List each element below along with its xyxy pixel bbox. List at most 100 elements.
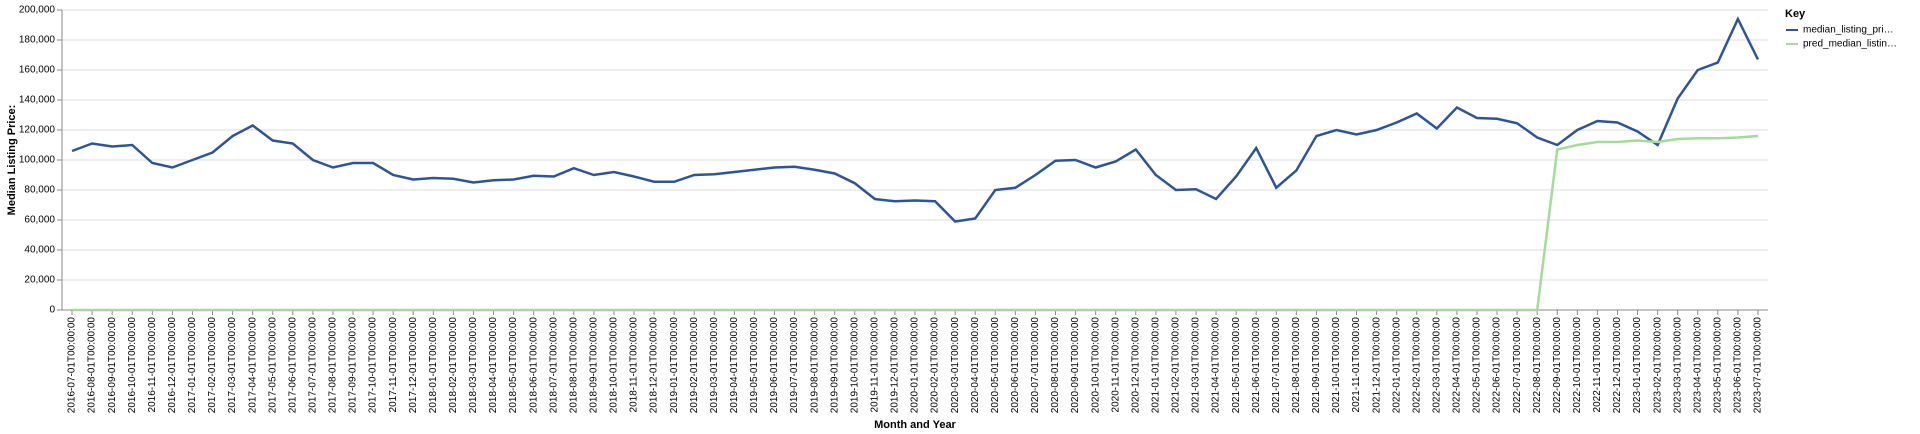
x-tick-label: 2017-10-01T00:00:00: [368, 317, 379, 414]
x-tick-label: 2017-03-01T00:00:00: [227, 317, 238, 414]
legend-title: Key: [1785, 8, 1806, 20]
x-tick-label: 2021-02-01T00:00:00: [1171, 317, 1182, 414]
x-tick-label: 2023-07-01T00:00:00: [1753, 317, 1764, 414]
x-tick-label: 2019-11-01T00:00:00: [869, 317, 880, 413]
x-tick-label: 2022-03-01T00:00:00: [1431, 317, 1442, 414]
x-tick-label: 2022-10-01T00:00:00: [1572, 317, 1583, 414]
x-tick-label: 2021-04-01T00:00:00: [1211, 317, 1222, 414]
series-line: [72, 134, 1759, 312]
x-tick-label: 2020-01-01T00:00:00: [910, 317, 921, 414]
x-tick-label: 2017-07-01T00:00:00: [308, 317, 319, 414]
x-tick-label: 2020-06-01T00:00:00: [1010, 317, 1021, 414]
x-tick-label: 2017-06-01T00:00:00: [287, 317, 298, 414]
x-tick-label: 2019-04-01T00:00:00: [729, 317, 740, 414]
x-tick-label: 2023-02-01T00:00:00: [1652, 317, 1663, 414]
x-tick-label: 2019-07-01T00:00:00: [789, 317, 800, 414]
x-tick-label: 2020-09-01T00:00:00: [1070, 317, 1081, 414]
legend-label: pred_median_listin…: [1803, 39, 1897, 50]
y-tick-label: 100,000: [19, 155, 56, 166]
x-tick-label: 2021-05-01T00:00:00: [1231, 317, 1242, 414]
x-tick-label: 2019-03-01T00:00:00: [709, 317, 720, 414]
x-tick-label: 2021-07-01T00:00:00: [1271, 317, 1282, 414]
x-tick-label: 2020-11-01T00:00:00: [1110, 317, 1121, 413]
x-tick-label: 2016-10-01T00:00:00: [127, 317, 138, 414]
y-tick-label: 0: [49, 305, 55, 316]
x-tick-label: 2018-08-01T00:00:00: [568, 317, 579, 414]
x-tick-label: 2016-09-01T00:00:00: [107, 317, 118, 414]
x-tick-label: 2022-09-01T00:00:00: [1552, 317, 1563, 414]
x-tick-label: 2021-09-01T00:00:00: [1311, 317, 1322, 414]
y-tick-label: 20,000: [24, 275, 55, 286]
x-tick-label: 2019-05-01T00:00:00: [749, 317, 760, 414]
x-tick-label: 2017-09-01T00:00:00: [348, 317, 359, 414]
x-tick-label: 2021-12-01T00:00:00: [1371, 317, 1382, 414]
y-tick-label: 160,000: [19, 65, 56, 76]
x-tick-label: 2019-09-01T00:00:00: [829, 317, 840, 414]
x-tick-label: 2022-02-01T00:00:00: [1411, 317, 1422, 414]
legend-label: median_listing_pri…: [1803, 25, 1894, 36]
x-tick-label: 2016-07-01T00:00:00: [67, 317, 78, 414]
x-tick-label: 2019-08-01T00:00:00: [809, 317, 820, 414]
x-tick-label: 2018-12-01T00:00:00: [649, 317, 660, 414]
x-tick-label: 2016-11-01T00:00:00: [147, 317, 158, 413]
x-tick-label: 2019-10-01T00:00:00: [849, 317, 860, 414]
x-tick-label: 2022-04-01T00:00:00: [1452, 317, 1463, 414]
x-tick-label: 2018-10-01T00:00:00: [609, 317, 620, 414]
x-tick-label: 2020-04-01T00:00:00: [970, 317, 981, 414]
x-tick-label: 2022-01-01T00:00:00: [1391, 317, 1402, 414]
x-tick-label: 2021-03-01T00:00:00: [1191, 317, 1202, 414]
x-tick-label: 2020-10-01T00:00:00: [1090, 317, 1101, 414]
x-tick-label: 2023-05-01T00:00:00: [1712, 317, 1723, 414]
x-tick-label: 2021-10-01T00:00:00: [1331, 317, 1342, 414]
y-tick-label: 120,000: [19, 125, 56, 136]
x-tick-label: 2018-05-01T00:00:00: [508, 317, 519, 414]
x-tick-label: 2022-12-01T00:00:00: [1612, 317, 1623, 414]
x-tick-label: 2018-06-01T00:00:00: [528, 317, 539, 414]
y-tick-label: 80,000: [24, 185, 55, 196]
x-tick-label: 2019-02-01T00:00:00: [689, 317, 700, 414]
x-tick-label: 2021-06-01T00:00:00: [1251, 317, 1262, 414]
x-tick-label: 2017-08-01T00:00:00: [328, 317, 339, 414]
x-tick-label: 2019-01-01T00:00:00: [669, 317, 680, 414]
x-tick-label: 2022-05-01T00:00:00: [1472, 317, 1483, 414]
x-tick-label: 2021-01-01T00:00:00: [1150, 317, 1161, 414]
x-tick-label: 2021-11-01T00:00:00: [1351, 317, 1362, 413]
y-axis-title: Median Listing Price:: [6, 105, 18, 216]
x-tick-label: 2018-07-01T00:00:00: [548, 317, 559, 414]
x-tick-label: 2017-04-01T00:00:00: [247, 317, 258, 414]
x-tick-label: 2018-09-01T00:00:00: [589, 317, 600, 414]
x-tick-label: 2023-01-01T00:00:00: [1632, 317, 1643, 414]
x-tick-label: 2019-12-01T00:00:00: [890, 317, 901, 414]
x-tick-label: 2022-11-01T00:00:00: [1592, 317, 1603, 413]
y-tick-label: 40,000: [24, 245, 55, 256]
x-tick-label: 2017-12-01T00:00:00: [408, 317, 419, 414]
x-tick-label: 2022-06-01T00:00:00: [1492, 317, 1503, 414]
y-tick-label: 140,000: [19, 95, 56, 106]
x-tick-label: 2022-08-01T00:00:00: [1532, 317, 1543, 414]
x-tick-label: 2020-02-01T00:00:00: [930, 317, 941, 414]
x-tick-label: 2018-04-01T00:00:00: [488, 317, 499, 414]
x-tick-label: 2023-04-01T00:00:00: [1692, 317, 1703, 414]
x-tick-label: 2017-05-01T00:00:00: [267, 317, 278, 414]
x-tick-label: 2020-12-01T00:00:00: [1130, 317, 1141, 414]
x-tick-label: 2016-08-01T00:00:00: [87, 317, 98, 414]
x-tick-label: 2023-03-01T00:00:00: [1672, 317, 1683, 414]
x-tick-label: 2020-03-01T00:00:00: [950, 317, 961, 414]
x-tick-label: 2017-02-01T00:00:00: [207, 317, 218, 414]
y-tick-label: 200,000: [19, 5, 56, 16]
y-tick-label: 180,000: [19, 35, 56, 46]
x-tick-label: 2018-03-01T00:00:00: [468, 317, 479, 414]
x-tick-label: 2021-08-01T00:00:00: [1291, 317, 1302, 414]
x-axis-title: Month and Year: [874, 419, 956, 431]
series-line: [71, 16, 1760, 223]
x-tick-label: 2018-11-01T00:00:00: [629, 317, 640, 413]
y-tick-label: 60,000: [24, 215, 55, 226]
x-tick-label: 2023-06-01T00:00:00: [1733, 317, 1744, 414]
x-tick-label: 2018-01-01T00:00:00: [428, 317, 439, 414]
x-tick-label: 2020-05-01T00:00:00: [990, 317, 1001, 414]
x-tick-label: 2019-06-01T00:00:00: [769, 317, 780, 414]
x-tick-label: 2016-12-01T00:00:00: [167, 317, 178, 414]
x-tick-label: 2018-02-01T00:00:00: [448, 317, 459, 414]
x-tick-label: 2022-07-01T00:00:00: [1512, 317, 1523, 414]
